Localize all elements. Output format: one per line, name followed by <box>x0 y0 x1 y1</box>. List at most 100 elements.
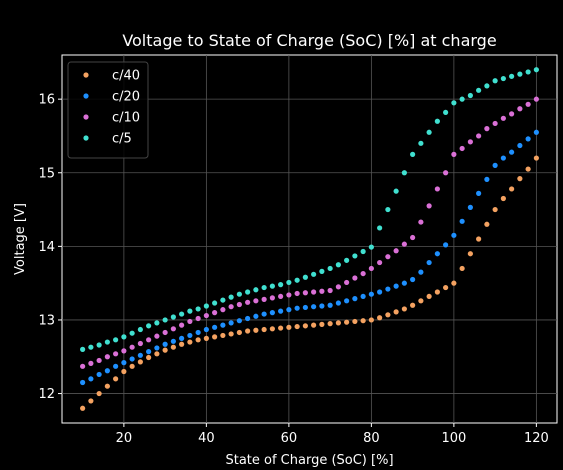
data-point <box>360 248 366 255</box>
legend-marker <box>83 72 89 78</box>
data-point <box>203 303 209 309</box>
data-point <box>484 83 490 89</box>
data-point <box>385 206 391 213</box>
data-point <box>443 109 449 116</box>
legend-label: c/5 <box>112 132 132 147</box>
data-point <box>410 276 416 283</box>
data-point <box>327 265 333 272</box>
data-point <box>179 341 185 347</box>
legend-label: c/40 <box>112 69 140 84</box>
data-point <box>269 283 275 289</box>
data-point <box>113 363 119 369</box>
data-point <box>311 304 317 310</box>
legend-marker <box>83 93 89 99</box>
x-tick-label: 80 <box>363 431 380 446</box>
data-points <box>80 67 539 411</box>
data-point <box>88 398 94 404</box>
data-point <box>509 149 515 155</box>
data-point <box>368 291 374 297</box>
data-point <box>410 151 416 157</box>
data-point <box>467 251 473 257</box>
data-point <box>220 297 226 303</box>
data-point <box>517 176 523 182</box>
data-point <box>121 334 127 340</box>
data-point <box>187 339 193 345</box>
data-point <box>162 317 168 323</box>
data-point <box>80 379 86 386</box>
data-point <box>525 101 531 107</box>
legend: c/40 c/20 c/10 c/5 <box>67 61 149 159</box>
data-point <box>492 162 498 168</box>
y-tick-label: 14 <box>38 240 55 255</box>
data-point <box>195 315 201 322</box>
data-point <box>253 327 259 333</box>
data-point <box>335 284 341 290</box>
data-point <box>113 337 119 343</box>
data-point <box>434 289 440 295</box>
data-point <box>261 311 267 317</box>
data-point <box>360 293 366 300</box>
legend-marker <box>83 135 89 141</box>
data-point <box>368 265 374 272</box>
data-point <box>302 304 308 311</box>
data-point <box>228 320 234 326</box>
data-point <box>162 341 168 347</box>
data-point <box>509 73 515 79</box>
y-tick-label: 15 <box>38 166 55 181</box>
data-point <box>245 328 251 334</box>
data-point <box>344 319 350 325</box>
data-point <box>500 115 506 121</box>
data-point <box>443 170 449 176</box>
data-point <box>492 120 498 127</box>
data-point <box>377 315 383 321</box>
data-point <box>385 312 391 318</box>
data-point <box>179 335 185 341</box>
data-point <box>467 139 473 145</box>
data-point <box>170 326 176 332</box>
data-point <box>476 190 482 196</box>
y-axis-label: Voltage [V] <box>13 203 28 275</box>
data-point <box>352 318 358 325</box>
data-point <box>533 155 539 161</box>
data-point <box>451 232 457 238</box>
data-point <box>509 111 515 117</box>
data-point <box>401 306 407 312</box>
data-point <box>146 354 152 361</box>
data-point <box>129 330 135 336</box>
data-point <box>517 106 523 112</box>
data-point <box>261 284 267 291</box>
data-point <box>88 344 94 350</box>
data-point <box>360 270 366 277</box>
data-point <box>311 322 317 328</box>
data-point <box>500 195 506 202</box>
legend-box <box>67 61 149 159</box>
data-point <box>335 262 341 268</box>
data-point <box>162 347 168 353</box>
data-point <box>377 289 383 295</box>
data-point <box>467 204 473 210</box>
data-point <box>195 306 201 312</box>
data-point <box>443 284 449 291</box>
data-point <box>179 322 185 328</box>
data-point <box>245 299 251 305</box>
data-point <box>203 326 209 333</box>
legend-label: c/20 <box>112 90 140 105</box>
data-point <box>121 348 127 354</box>
data-point <box>401 170 407 176</box>
data-point <box>170 314 176 320</box>
data-point <box>451 151 457 157</box>
data-point <box>104 339 110 345</box>
data-point <box>385 254 391 260</box>
data-point <box>525 166 531 172</box>
data-point <box>368 244 374 250</box>
data-point <box>484 126 490 132</box>
x-tick-label: 100 <box>441 431 466 446</box>
data-point <box>459 145 465 152</box>
data-point <box>344 279 350 286</box>
data-point <box>484 176 490 182</box>
data-point <box>319 268 325 274</box>
data-point <box>129 356 135 362</box>
data-point <box>129 363 135 369</box>
x-tick-label: 120 <box>524 431 549 446</box>
